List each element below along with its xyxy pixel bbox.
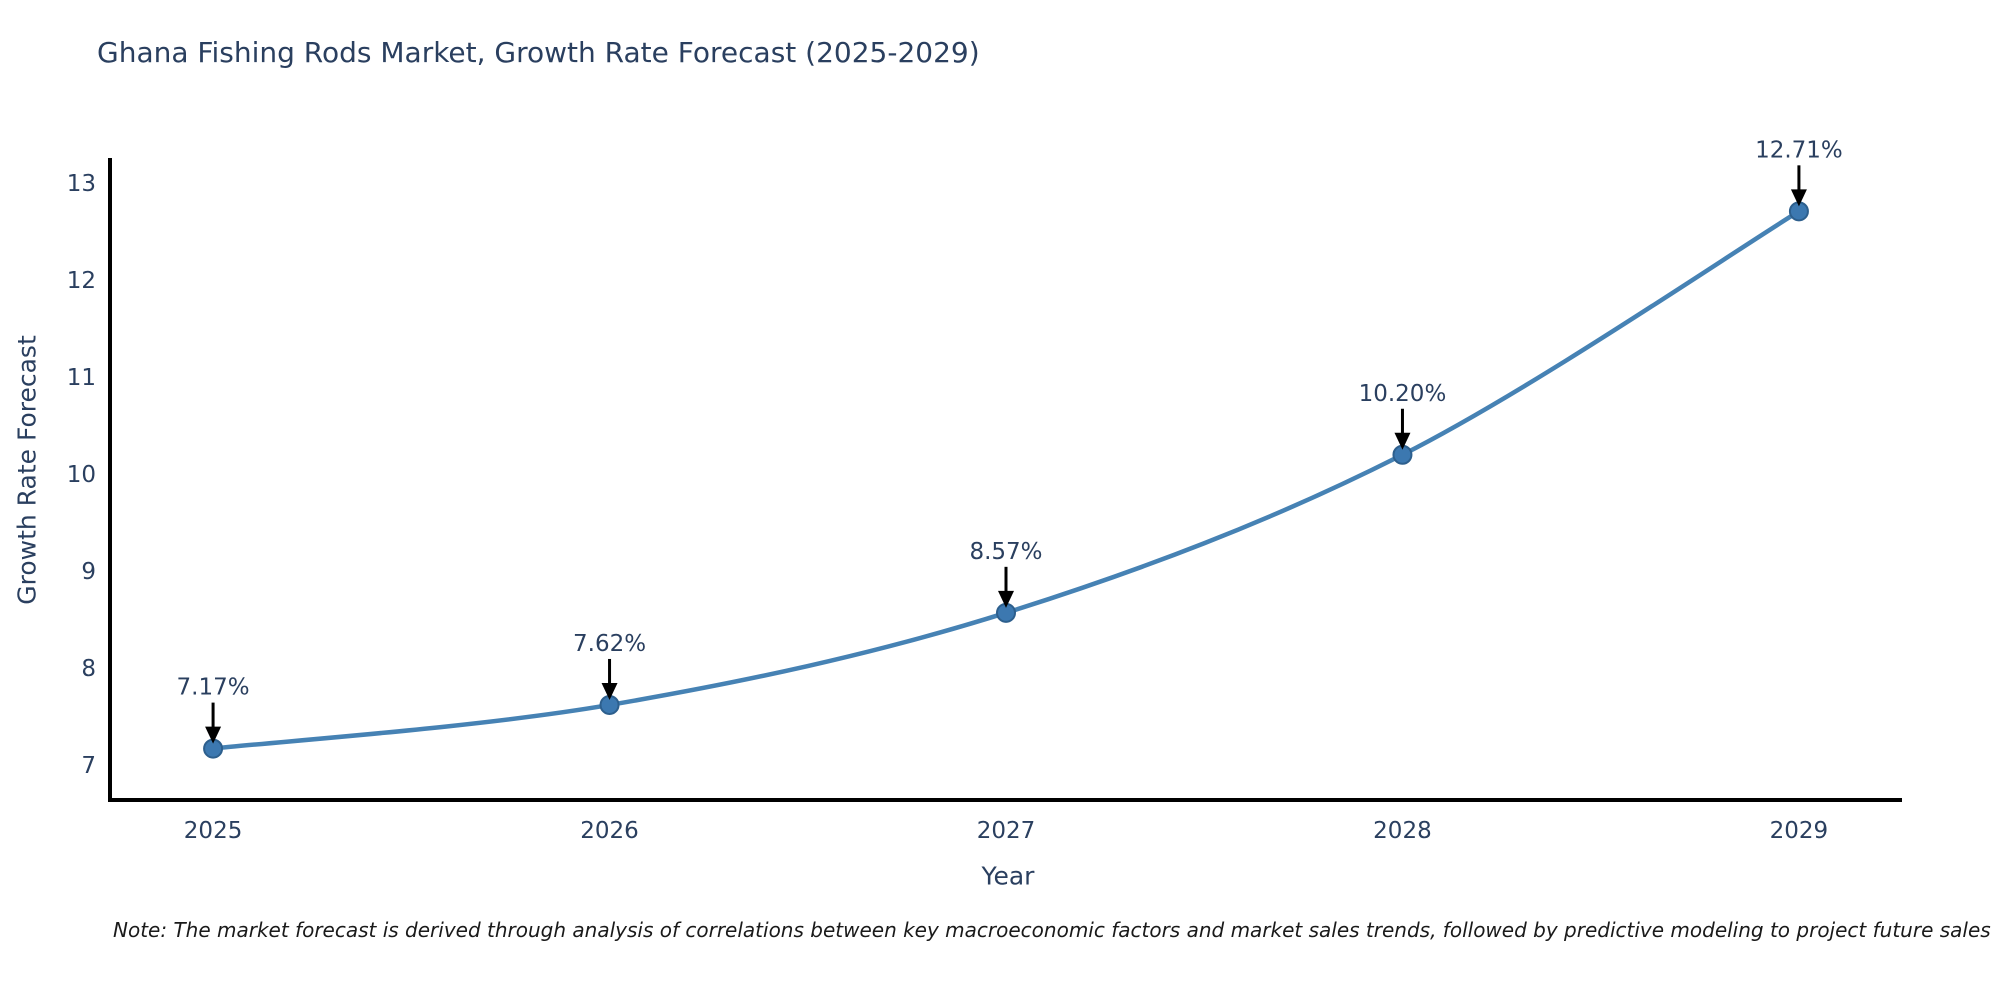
- x-tick-label: 2025: [184, 818, 243, 844]
- y-tick-label: 11: [67, 365, 96, 391]
- point-annotation-label: 8.57%: [969, 539, 1042, 565]
- y-tick-label: 7: [81, 753, 96, 779]
- annotation-arrowhead: [1790, 189, 1807, 207]
- x-tick-label: 2027: [977, 818, 1036, 844]
- y-axis-title: Growth Rate Forecast: [12, 335, 42, 605]
- x-tick-label: 2029: [1770, 818, 1829, 844]
- y-tick-label: 10: [67, 462, 96, 488]
- y-tick-label: 12: [67, 268, 96, 294]
- point-annotation-label: 7.17%: [177, 675, 250, 701]
- forecast-line: [210, 209, 1802, 751]
- y-tick-label: 8: [81, 656, 96, 682]
- point-annotation-label: 7.62%: [573, 631, 646, 657]
- x-axis-title: Year: [981, 861, 1035, 891]
- chart-title: Ghana Fishing Rods Market, Growth Rate F…: [97, 36, 980, 69]
- y-tick-label: 9: [81, 559, 96, 585]
- point-annotation-label: 12.71%: [1755, 137, 1843, 163]
- x-tick-label: 2028: [1373, 818, 1432, 844]
- footnote: Note: The market forecast is derived thr…: [113, 918, 1991, 942]
- annotation-arrowhead: [1394, 432, 1411, 450]
- annotation-arrowhead: [205, 726, 222, 744]
- annotation-arrowhead: [601, 682, 618, 700]
- y-tick-label: 13: [67, 171, 96, 197]
- point-annotation-label: 10.20%: [1359, 381, 1447, 407]
- x-tick-label: 2026: [580, 818, 639, 844]
- annotation-arrowhead: [998, 590, 1014, 608]
